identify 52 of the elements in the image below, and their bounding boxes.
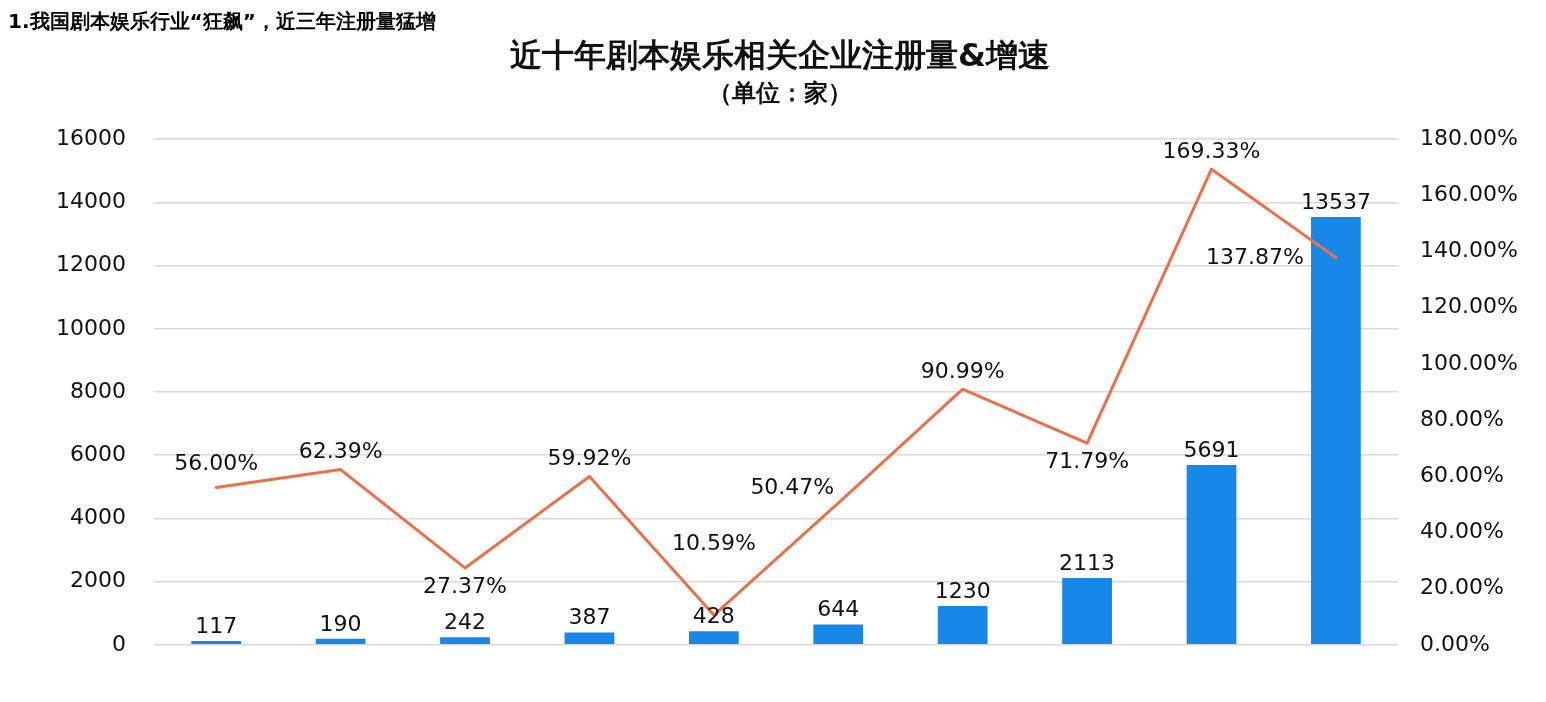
bar xyxy=(688,631,739,645)
y-tick-label: 12000 xyxy=(55,251,126,277)
data-label: 137.87% xyxy=(1206,244,1304,270)
y2-tick-label: 140.00% xyxy=(1420,237,1519,263)
bar xyxy=(813,624,864,645)
y2-tick-label: 120.00% xyxy=(1420,293,1519,319)
y2-tick-label: 0.00% xyxy=(1420,630,1491,656)
y-tick-label: 10000 xyxy=(55,314,126,340)
y-tick-label: 14000 xyxy=(55,188,126,214)
data-label: 5691 xyxy=(1183,436,1240,462)
y2-tick-label: 60.00% xyxy=(1420,461,1505,487)
y-tick-label: 16000 xyxy=(55,124,126,150)
y2-tick-label: 80.00% xyxy=(1420,405,1505,431)
y2-tick-label: 20.00% xyxy=(1420,574,1505,600)
data-label: 387 xyxy=(568,604,611,630)
y2-tick-label: 180.00% xyxy=(1420,124,1519,150)
bar xyxy=(1062,578,1112,645)
data-label: 62.39% xyxy=(298,438,383,464)
bar xyxy=(1311,217,1361,645)
bar xyxy=(191,641,242,645)
y2-tick-label: 100.00% xyxy=(1420,349,1519,375)
y-tick-label: 8000 xyxy=(69,377,126,403)
data-label: 13537 xyxy=(1300,188,1371,214)
data-label: 2113 xyxy=(1059,549,1116,575)
data-label: 190 xyxy=(319,610,362,636)
data-label: 117 xyxy=(195,612,238,638)
data-label: 27.37% xyxy=(423,572,507,598)
y-tick-label: 4000 xyxy=(69,504,126,530)
data-label: 1230 xyxy=(934,577,991,603)
bar xyxy=(937,605,988,645)
text: 1.我国剧本娱乐行业“狂飙”，近三年注册量猛增 xyxy=(8,8,437,34)
data-label: 90.99% xyxy=(920,357,1005,383)
y2-tick-label: 160.00% xyxy=(1420,181,1519,207)
data-label: 169.33% xyxy=(1162,137,1261,163)
data-label: 242 xyxy=(444,608,487,634)
data-label: 56.00% xyxy=(174,450,259,476)
y2-tick-label: 40.00% xyxy=(1420,518,1505,544)
chart-title: 近十年剧本娱乐相关企业注册量&增速 xyxy=(510,35,1050,74)
bar xyxy=(315,638,366,645)
bar xyxy=(1186,464,1237,645)
data-label: 10.59% xyxy=(671,529,756,555)
data-label: 71.79% xyxy=(1045,447,1130,473)
y-tick-label: 2000 xyxy=(69,567,126,593)
chart-subtitle: （单位：家） xyxy=(708,79,852,108)
bar xyxy=(440,637,490,645)
y-tick-label: 0 xyxy=(111,630,126,656)
data-label: 428 xyxy=(692,602,735,628)
data-label: 59.92% xyxy=(547,445,632,471)
bar xyxy=(564,632,615,645)
y-tick-label: 6000 xyxy=(69,440,126,466)
data-label: 644 xyxy=(817,596,860,622)
data-label: 50.47% xyxy=(750,473,835,499)
